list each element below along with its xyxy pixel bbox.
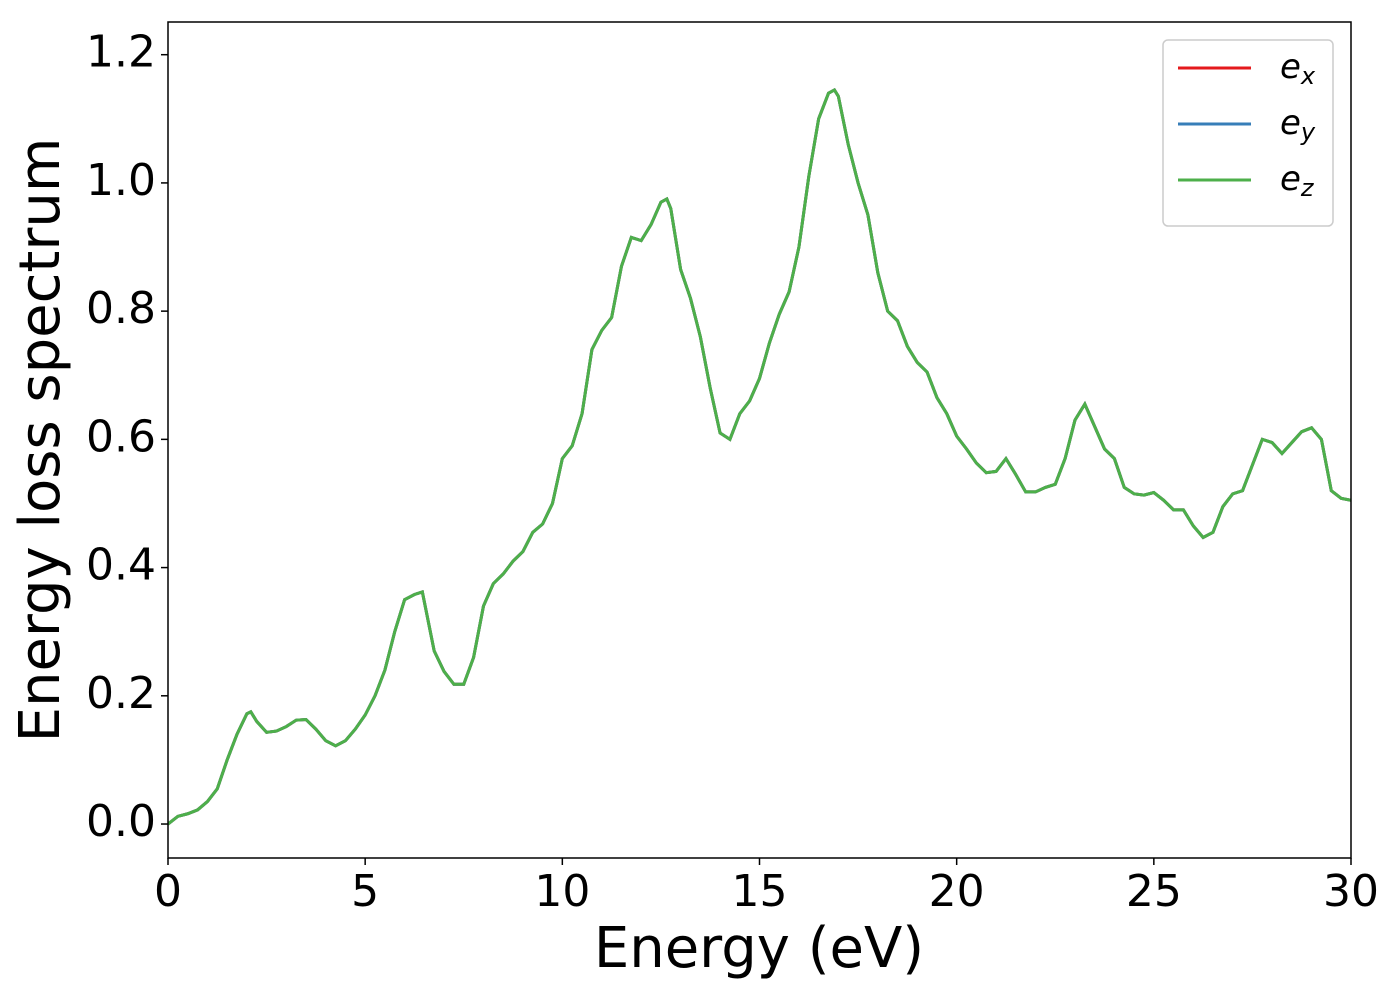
legend-name: e — [1280, 159, 1301, 199]
y-tick-label: 0.6 — [86, 411, 156, 462]
y-tick-label: 0.0 — [86, 796, 156, 847]
legend-subscript: z — [1300, 174, 1315, 202]
x-tick-label: 30 — [1323, 866, 1379, 917]
legend-label: ey — [1280, 103, 1316, 147]
x-tick-label: 20 — [929, 866, 985, 917]
legend-label: ez — [1280, 159, 1315, 203]
legend-subscript: y — [1300, 118, 1316, 146]
plot-frame — [167, 21, 1352, 859]
legend-label: ex — [1280, 47, 1316, 91]
x-tick-label: 5 — [351, 866, 379, 917]
y-tick-label: 1.2 — [86, 27, 156, 78]
y-tick-label: 0.4 — [86, 540, 156, 591]
legend-name: e — [1280, 103, 1301, 143]
y-tick-label: 0.8 — [86, 283, 156, 334]
x-tick-label: 0 — [154, 866, 182, 917]
x-axis-label: Energy (eV) — [594, 916, 924, 981]
x-tick-label: 10 — [534, 866, 590, 917]
y-axis-label: Energy loss spectrum — [8, 138, 73, 743]
legend-subscript: x — [1300, 62, 1316, 90]
x-tick-label: 15 — [732, 866, 788, 917]
legend-name: e — [1280, 47, 1301, 87]
y-tick-label: 0.2 — [86, 668, 156, 719]
series-line — [168, 87, 1351, 826]
y-tick-label: 1.0 — [86, 155, 156, 206]
x-tick-label: 25 — [1126, 866, 1182, 917]
